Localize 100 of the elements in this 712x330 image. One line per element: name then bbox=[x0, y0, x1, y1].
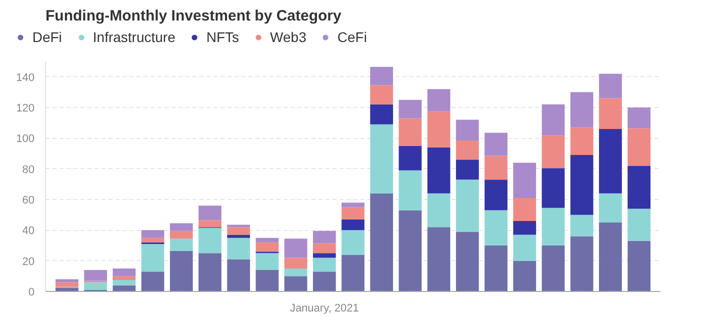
bar bbox=[427, 147, 450, 194]
bar bbox=[542, 135, 565, 168]
bar bbox=[628, 166, 650, 209]
bar bbox=[370, 193, 394, 292]
bar bbox=[312, 253, 336, 258]
bar bbox=[427, 193, 450, 228]
bar bbox=[112, 276, 136, 280]
y-tick-label: 120 bbox=[16, 102, 35, 114]
bar bbox=[484, 156, 508, 180]
bar bbox=[513, 260, 536, 292]
bar bbox=[398, 146, 422, 170]
bar bbox=[542, 208, 565, 246]
y-tick-label: 40 bbox=[22, 225, 35, 238]
bar bbox=[427, 111, 450, 148]
y-tick-label: 20 bbox=[22, 256, 35, 268]
bar bbox=[141, 272, 164, 292]
bar bbox=[398, 100, 422, 118]
bar bbox=[284, 276, 308, 292]
bar bbox=[513, 234, 536, 261]
bar bbox=[542, 104, 565, 136]
bar bbox=[284, 268, 308, 276]
bar bbox=[342, 219, 364, 230]
bar bbox=[84, 270, 107, 281]
legend-label: DeFi bbox=[32, 29, 62, 45]
legend-label: Web3 bbox=[270, 29, 306, 45]
bar bbox=[628, 208, 650, 241]
y-tick-label: 80 bbox=[22, 164, 35, 176]
bar bbox=[256, 270, 279, 292]
bar bbox=[484, 180, 508, 210]
y-tick-label: 0 bbox=[28, 286, 35, 298]
bar bbox=[112, 280, 136, 286]
bar bbox=[628, 240, 650, 292]
bar bbox=[570, 155, 594, 215]
x-tick-label: January, 2021 bbox=[290, 302, 359, 314]
bar bbox=[198, 253, 222, 292]
bar bbox=[170, 238, 193, 251]
bar bbox=[312, 243, 336, 254]
bar bbox=[56, 282, 78, 287]
bar bbox=[513, 198, 536, 221]
bar bbox=[370, 124, 394, 194]
bar bbox=[227, 238, 250, 260]
bar bbox=[456, 160, 479, 180]
bar bbox=[342, 207, 364, 220]
bar bbox=[570, 92, 594, 128]
bar bbox=[484, 210, 508, 246]
bar bbox=[198, 206, 222, 220]
bar bbox=[398, 170, 422, 210]
bar bbox=[513, 162, 536, 198]
bar bbox=[256, 238, 279, 242]
bar bbox=[427, 89, 450, 112]
bar bbox=[141, 238, 164, 242]
bar bbox=[570, 236, 594, 292]
bar bbox=[312, 230, 336, 244]
bar bbox=[599, 222, 622, 292]
bar bbox=[256, 253, 279, 270]
bar bbox=[628, 108, 650, 128]
bar bbox=[112, 285, 136, 292]
bar bbox=[170, 230, 193, 239]
bar bbox=[84, 282, 107, 290]
bar bbox=[342, 202, 364, 208]
bar bbox=[456, 232, 479, 292]
bar bbox=[227, 227, 250, 235]
legend-label: Infrastructure bbox=[92, 29, 176, 45]
bar bbox=[570, 214, 594, 236]
bar bbox=[599, 193, 622, 222]
bar bbox=[599, 98, 622, 129]
bar bbox=[312, 258, 336, 272]
bar bbox=[599, 74, 622, 98]
bar bbox=[513, 220, 536, 235]
bar bbox=[170, 250, 193, 292]
bar bbox=[56, 279, 78, 282]
bar bbox=[427, 227, 450, 292]
bar bbox=[456, 120, 479, 140]
y-tick-label: 140 bbox=[16, 72, 35, 84]
bar bbox=[141, 230, 164, 238]
bar bbox=[599, 128, 622, 194]
bar bbox=[370, 66, 394, 86]
bar bbox=[370, 104, 394, 124]
bar bbox=[398, 118, 422, 146]
bar bbox=[170, 223, 193, 231]
bar bbox=[284, 238, 308, 258]
legend-label: CeFi bbox=[337, 29, 367, 45]
y-tick-label: 60 bbox=[22, 194, 35, 206]
bar bbox=[227, 234, 250, 238]
bar bbox=[456, 180, 479, 232]
bar bbox=[342, 230, 364, 255]
bar bbox=[227, 259, 250, 292]
chart-title: Funding-Monthly Investment by Category bbox=[46, 8, 342, 24]
bar bbox=[198, 228, 222, 254]
bar bbox=[198, 220, 222, 228]
bar bbox=[542, 246, 565, 292]
bar bbox=[628, 128, 650, 166]
bar bbox=[484, 246, 508, 292]
bar bbox=[342, 254, 364, 292]
bar bbox=[56, 288, 78, 292]
bar bbox=[256, 242, 279, 252]
bar bbox=[370, 85, 394, 104]
legend-label: NFTs bbox=[206, 29, 240, 45]
bar bbox=[141, 244, 164, 272]
y-tick-label: 100 bbox=[16, 133, 35, 146]
